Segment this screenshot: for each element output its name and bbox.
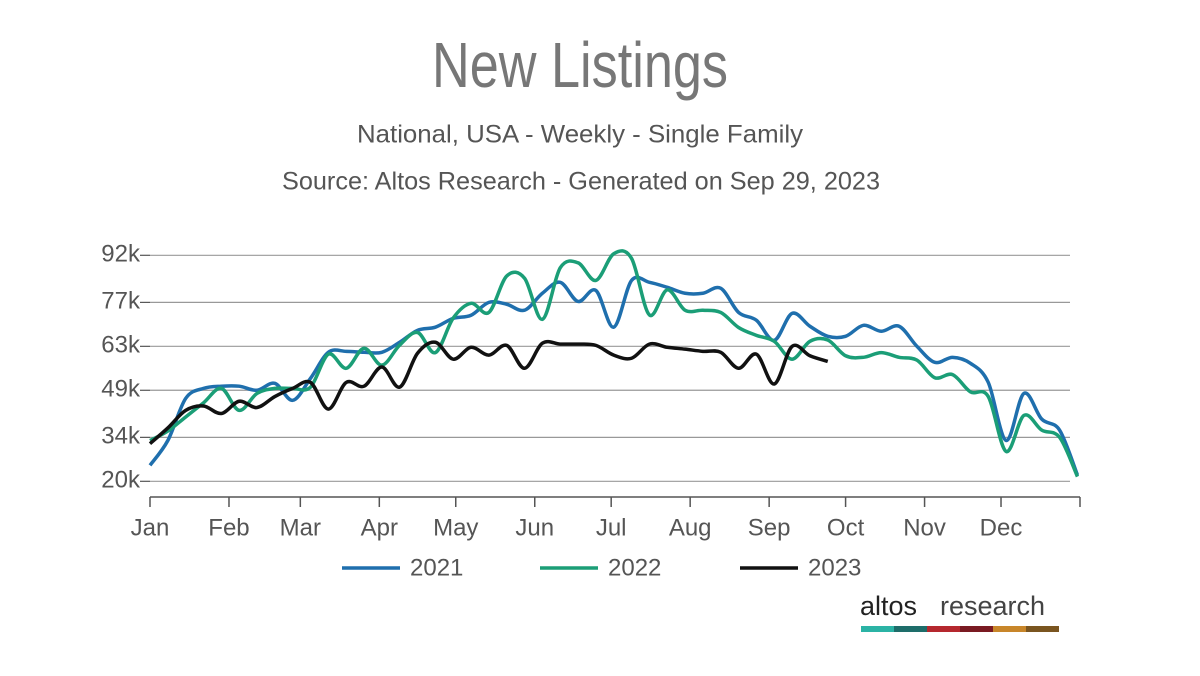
y-tick-label: 49k [101, 376, 141, 403]
x-tick-label: Sep [748, 514, 791, 541]
chart-subtitle: National, USA - Weekly - Single Family [357, 121, 804, 149]
x-tick-label: Apr [361, 514, 398, 541]
logo-word: altos [860, 591, 917, 621]
y-tick-label: 63k [101, 332, 141, 359]
logo-bar [861, 626, 1059, 632]
legend-label: 2022 [608, 554, 661, 581]
chart-title: New Listings [432, 29, 728, 101]
y-tick-label: 92k [101, 241, 141, 268]
x-tick-label: Jun [515, 514, 554, 541]
y-tick-label: 20k [101, 467, 141, 494]
legend-label: 2021 [410, 554, 463, 581]
x-tick-label: Dec [980, 514, 1023, 541]
x-tick-label: Jan [131, 514, 170, 541]
series-line [148, 339, 829, 445]
x-tick-label: Mar [280, 514, 321, 541]
legend-label: 2023 [808, 554, 861, 581]
plot: 20k 34k 49k 63k 77k 92k Jan Feb Mar Apr May Jun Jul A… [101, 241, 1080, 541]
x-tick-label: Feb [208, 514, 249, 541]
x-tick-label: Oct [827, 514, 865, 541]
x-tick-label: May [433, 514, 478, 541]
series-line [148, 275, 1080, 476]
x-tick-label: Jul [596, 514, 627, 541]
y-tick-label: 34k [101, 423, 141, 450]
y-tick-label: 77k [101, 288, 141, 315]
x-tick-label: Nov [903, 514, 946, 541]
logo-word: research [940, 591, 1045, 621]
chart-source: Source: Altos Research - Generated on Se… [282, 168, 880, 196]
x-tick-label: Aug [669, 514, 712, 541]
series-line [149, 249, 1080, 478]
